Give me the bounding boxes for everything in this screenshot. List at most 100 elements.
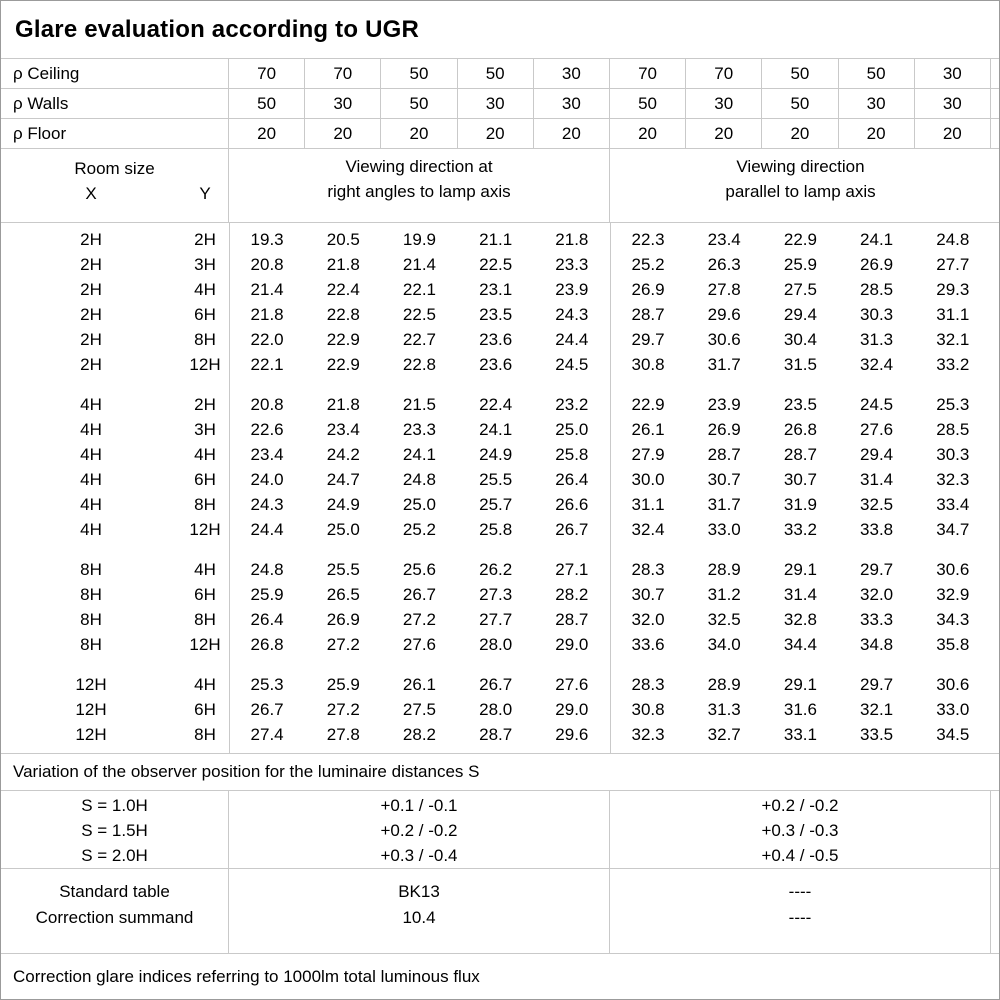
ugr-value: 26.9 (860, 255, 894, 274)
row-filler (991, 467, 999, 492)
parallel-header-line2: parallel to lamp axis (725, 182, 876, 201)
ugr-value: 23.9 (555, 280, 589, 299)
reflectance-value: 70 (686, 59, 763, 88)
ugr-value: 28.7 (783, 445, 817, 464)
table-row: 2H 2H 19.3 20.5 19.9 21.1 21.8 22.3 23.4 22.9 24.1… (1, 227, 999, 252)
ugr-value: 25.9 (783, 255, 817, 274)
table-row: 4H 4H 23.4 24.2 24.1 24.9 25.8 27.9 28.7 28.7 29.4… (1, 442, 999, 467)
ugr-value: 24.4 (555, 330, 589, 349)
summary-label: Correction summand (35, 908, 194, 927)
ugr-value: 28.7 (631, 305, 665, 324)
ugr-value: 31.9 (783, 495, 817, 514)
reflectance-value: 30 (534, 59, 610, 88)
ugr-value: 19.3 (250, 230, 284, 249)
row-filler (991, 722, 999, 747)
ugr-value: 31.5 (783, 355, 817, 374)
ugr-value: 34.4 (783, 635, 817, 654)
ugr-value: 30.3 (860, 305, 894, 324)
row-filler (991, 252, 999, 277)
ugr-value: 21.1 (479, 230, 513, 249)
ugr-value: 30.6 (707, 330, 741, 349)
ugr-value: 22.0 (250, 330, 284, 349)
ugr-value: 29.7 (860, 560, 894, 579)
ugr-value: 20.8 (250, 255, 284, 274)
ugr-value: 22.5 (479, 255, 513, 274)
ugr-value: 25.6 (402, 560, 437, 579)
ugr-value: 31.2 (707, 585, 741, 604)
ugr-value: 25.5 (326, 560, 360, 579)
parallel-header-line1: Viewing direction (736, 157, 865, 176)
ugr-value: 24.7 (326, 470, 360, 489)
ugr-value: 21.8 (326, 255, 360, 274)
ugr-value: 22.5 (402, 305, 437, 324)
ugr-value: 33.0 (936, 700, 970, 719)
room-y-value: 6H (194, 470, 216, 489)
ugr-value: 21.8 (326, 395, 360, 414)
title-bar: Glare evaluation according to UGR (1, 1, 999, 59)
ugr-value: 25.8 (555, 445, 589, 464)
ugr-value: 27.3 (479, 585, 513, 604)
ugr-value: 27.6 (860, 420, 894, 439)
room-y-value: 12H (189, 635, 221, 654)
room-x-value: 12H (75, 725, 107, 744)
ugr-value: 25.3 (936, 395, 970, 414)
ugr-value: 24.4 (250, 520, 284, 539)
ugr-value: 30.7 (783, 470, 817, 489)
ugr-value: 22.8 (326, 305, 360, 324)
reflectance-value: 30 (915, 89, 991, 118)
ugr-value: 27.2 (402, 610, 437, 629)
ugr-value: 24.5 (860, 395, 894, 414)
ugr-value: 33.2 (783, 520, 817, 539)
s-right-angles-column: +0.1 / -0.1 +0.2 / -0.2 +0.3 / -0.4 (229, 791, 610, 868)
reflectance-value: 30 (458, 89, 534, 118)
room-x-value: 4H (80, 420, 102, 439)
room-x-value: 2H (80, 330, 102, 349)
ugr-value: 19.9 (402, 230, 437, 249)
room-x-value: 2H (80, 255, 102, 274)
ugr-value: 24.9 (479, 445, 513, 464)
ugr-value: 27.6 (402, 635, 437, 654)
ugr-value: 32.8 (783, 610, 817, 629)
room-y-value: 6H (194, 585, 216, 604)
ugr-value: 20.8 (250, 395, 284, 414)
ugr-value: 27.2 (326, 700, 360, 719)
ugr-value: 24.3 (555, 305, 589, 324)
reflectance-value: 20 (458, 119, 534, 148)
summary-right-angles-value: BK13 (398, 882, 440, 901)
reflectance-value: 50 (381, 59, 458, 88)
summary-label-column: Standard table Correction summand (1, 869, 229, 953)
summary-parallel-column: ---- ---- (610, 869, 991, 953)
footer-note: Correction glare indices referring to 10… (13, 967, 480, 986)
reflectance-value: 20 (839, 119, 915, 148)
row-filler (991, 302, 999, 327)
table-row: 12H 8H 27.4 27.8 28.2 28.7 29.6 32.3 32.7 33.1 33.… (1, 722, 999, 747)
table-row: 8H 12H 26.8 27.2 27.6 28.0 29.0 33.6 34.0 34.4 34.… (1, 632, 999, 657)
room-y-value: 8H (194, 610, 216, 629)
reflectance-value: 50 (762, 59, 839, 88)
row-filler (991, 492, 999, 517)
summary-right-angles-column: BK13 10.4 (229, 869, 610, 953)
row-filler (991, 59, 999, 88)
ugr-value: 31.7 (707, 355, 741, 374)
ugr-value: 27.4 (250, 725, 284, 744)
x-column-label: X (85, 184, 97, 203)
ugr-value: 32.0 (860, 585, 894, 604)
room-x-value: 4H (80, 445, 102, 464)
ugr-value: 31.3 (860, 330, 894, 349)
s-distance-value: S = 2.0H (81, 846, 148, 865)
row-filler (991, 632, 999, 657)
ugr-value: 27.8 (707, 280, 741, 299)
reflectance-value: 30 (686, 89, 763, 118)
ugr-value: 25.9 (250, 585, 284, 604)
ugr-value: 31.4 (860, 470, 894, 489)
ugr-value: 26.3 (707, 255, 741, 274)
room-y-value: 3H (194, 420, 216, 439)
s-section-filler (991, 791, 999, 868)
reflectance-value: 50 (839, 59, 915, 88)
ugr-value: 28.5 (936, 420, 970, 439)
reflectance-value: 70 (229, 59, 306, 88)
ugr-value: 25.0 (402, 495, 437, 514)
table-row: 4H 12H 24.4 25.0 25.2 25.8 26.7 32.4 33.0 33.2 33.… (1, 517, 999, 542)
ugr-value: 26.7 (402, 585, 437, 604)
ugr-value: 26.4 (555, 470, 589, 489)
